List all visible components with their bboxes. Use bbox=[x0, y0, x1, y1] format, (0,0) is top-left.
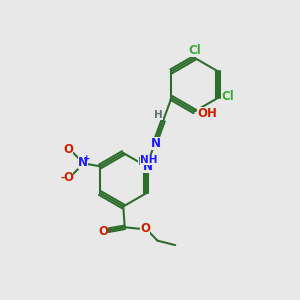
Text: -: - bbox=[61, 172, 65, 182]
Text: O: O bbox=[63, 171, 73, 184]
Text: NH: NH bbox=[140, 155, 158, 165]
Text: Cl: Cl bbox=[189, 44, 202, 57]
Text: O: O bbox=[98, 225, 108, 238]
Text: OH: OH bbox=[197, 107, 217, 120]
Text: N: N bbox=[151, 137, 161, 150]
Text: O: O bbox=[63, 143, 73, 156]
Text: H: H bbox=[138, 157, 146, 167]
Text: N: N bbox=[78, 156, 88, 169]
Text: +: + bbox=[83, 154, 91, 163]
Text: N: N bbox=[143, 160, 153, 173]
Text: O: O bbox=[140, 222, 150, 235]
Text: H: H bbox=[154, 110, 163, 120]
Text: Cl: Cl bbox=[221, 90, 234, 103]
